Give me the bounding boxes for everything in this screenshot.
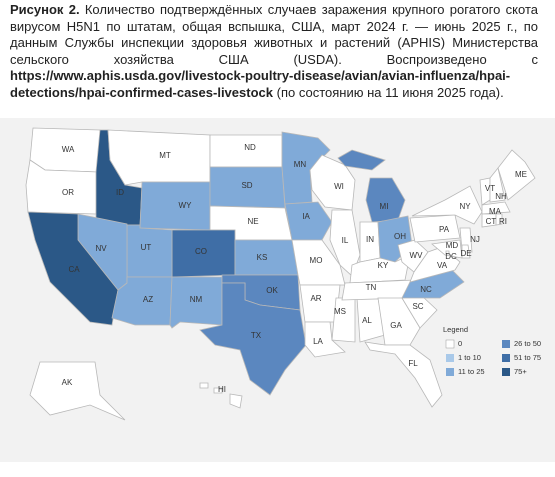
state-label: WY bbox=[179, 201, 193, 210]
state-label: ME bbox=[515, 170, 527, 179]
state-shape bbox=[229, 393, 243, 409]
state-label: CO bbox=[195, 247, 207, 256]
state-label: NJ bbox=[470, 235, 480, 244]
state-label: IL bbox=[342, 236, 349, 245]
state-shape bbox=[489, 167, 506, 203]
legend-label: 26 to 50 bbox=[514, 339, 541, 348]
legend-title: Legend bbox=[443, 325, 468, 334]
state-shape bbox=[284, 201, 333, 241]
states bbox=[25, 127, 536, 421]
state-label: WA bbox=[62, 145, 75, 154]
state-shape bbox=[27, 211, 119, 326]
state-label: AR bbox=[310, 294, 321, 303]
state-label: IN bbox=[366, 235, 374, 244]
state-shape bbox=[409, 214, 461, 243]
state-label: NM bbox=[190, 295, 203, 304]
state-shape bbox=[337, 149, 386, 171]
legend: Legend 0 1 to 10 11 to 25 26 to 50 51 to… bbox=[443, 325, 541, 376]
state-label: KY bbox=[378, 261, 389, 270]
caption: Рисунок 2. Количество подтверждённых слу… bbox=[10, 2, 538, 101]
caption-suffix: (по состоянию на 11 июня 2025 года). bbox=[276, 84, 504, 100]
state-label: GA bbox=[390, 321, 402, 330]
state-label: AL bbox=[362, 316, 372, 325]
legend-swatch bbox=[445, 339, 455, 349]
state-label: CT bbox=[486, 217, 497, 226]
legend-label: 11 to 25 bbox=[458, 367, 485, 376]
caption-link: https://www.aphis.usda.gov/livestock-pou… bbox=[10, 68, 511, 100]
state-label: MO bbox=[310, 256, 323, 265]
state-label: ND bbox=[244, 143, 256, 152]
state-label: WV bbox=[410, 251, 424, 260]
legend-label: 1 to 10 bbox=[458, 353, 481, 362]
state-shape bbox=[199, 282, 307, 396]
legend-label: 51 to 75 bbox=[514, 353, 541, 362]
caption-text: Количество подтверждённых случаев зараже… bbox=[10, 2, 538, 67]
state-shape bbox=[213, 387, 223, 394]
state-shape bbox=[29, 361, 126, 421]
state-shape bbox=[364, 341, 443, 408]
state-label: OR bbox=[62, 188, 74, 197]
state-label: RI bbox=[499, 217, 507, 226]
state-label: NV bbox=[95, 244, 107, 253]
legend-swatch bbox=[446, 368, 454, 376]
state-shape bbox=[281, 131, 331, 205]
state-label: DC bbox=[445, 252, 457, 261]
state-label: CA bbox=[68, 265, 80, 274]
state-shape bbox=[495, 213, 503, 226]
state-shape bbox=[497, 149, 536, 201]
state-label: UT bbox=[141, 243, 152, 252]
state-label: MI bbox=[380, 202, 389, 211]
state-label: NE bbox=[247, 217, 258, 226]
state-label: KS bbox=[257, 253, 268, 262]
legend-label: 0 bbox=[458, 339, 462, 348]
state-label: WI bbox=[334, 182, 344, 191]
state-label: IA bbox=[302, 212, 310, 221]
state-label: PA bbox=[439, 225, 450, 234]
state-label: TX bbox=[251, 331, 262, 340]
state-label: SD bbox=[241, 181, 252, 190]
state-label: AZ bbox=[143, 295, 153, 304]
state-label: MS bbox=[334, 307, 346, 316]
state-label: DE bbox=[460, 249, 471, 258]
state-label: TN bbox=[366, 283, 377, 292]
state-label: NY bbox=[459, 202, 471, 211]
state-label: MT bbox=[159, 151, 171, 160]
caption-label: Рисунок 2. bbox=[10, 2, 80, 17]
state-label: FL bbox=[408, 359, 418, 368]
state-shape bbox=[304, 321, 346, 358]
state-label: NH bbox=[495, 192, 507, 201]
state-label: VT bbox=[485, 184, 495, 193]
state-label: NC bbox=[420, 285, 432, 294]
legend-swatch bbox=[502, 340, 510, 348]
state-shape bbox=[331, 297, 356, 343]
state-label: SC bbox=[412, 302, 423, 311]
legend-swatch bbox=[502, 368, 510, 376]
state-shape bbox=[139, 181, 211, 231]
state-label: MA bbox=[489, 207, 502, 216]
state-labels: WA OR ID MT WY ND SD NE CO UT NV CA AZ N… bbox=[62, 143, 527, 394]
legend-label: 75+ bbox=[514, 367, 527, 376]
state-label: MN bbox=[294, 160, 307, 169]
state-label: MD bbox=[446, 241, 459, 250]
state-label: OH bbox=[394, 232, 406, 241]
state-label: VA bbox=[437, 261, 448, 270]
state-shape bbox=[461, 244, 471, 259]
state-shape bbox=[199, 382, 209, 389]
legend-swatch bbox=[502, 354, 510, 362]
state-shape bbox=[309, 154, 356, 211]
state-label: LA bbox=[313, 337, 323, 346]
state-shape bbox=[377, 297, 421, 346]
state-label: ID bbox=[116, 188, 124, 197]
state-label: AK bbox=[62, 378, 73, 387]
state-shape bbox=[445, 250, 450, 255]
state-label: OK bbox=[266, 286, 278, 295]
legend-swatch bbox=[446, 354, 454, 362]
state-shape bbox=[431, 239, 463, 259]
state-shape bbox=[481, 201, 511, 215]
state-label: HI bbox=[218, 385, 226, 394]
